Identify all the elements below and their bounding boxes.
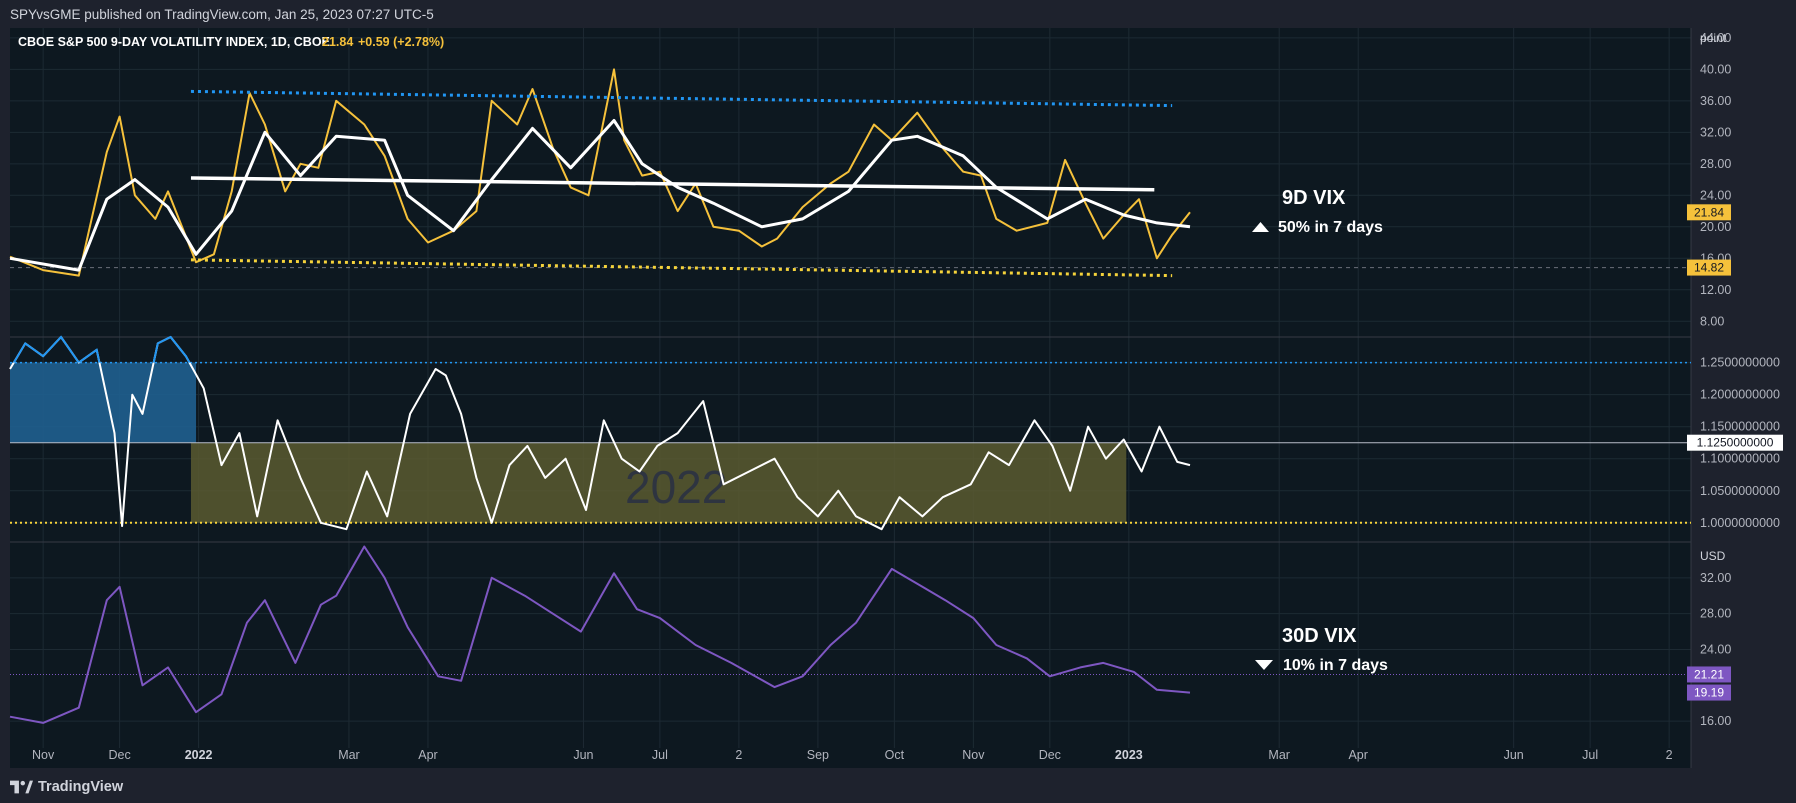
time-label: Dec: [108, 748, 130, 762]
legend-change: +0.59 (+2.78%): [358, 35, 444, 49]
mid-tick-label: 1.0000000000: [1700, 516, 1780, 530]
bottom-tick-label: 16.00: [1700, 714, 1731, 728]
down-triangle-icon: [1255, 660, 1273, 670]
publisher-text: SPYvsGME published on TradingView.com, J…: [10, 7, 434, 22]
shaded-boxes: [10, 362, 1127, 523]
support-dotted-line: [190, 258, 1173, 278]
trend-line: [190, 176, 1155, 192]
top-tick-label: 12.00: [1700, 283, 1731, 297]
time-label: Jun: [1504, 748, 1524, 762]
time-label: Dec: [1039, 748, 1061, 762]
annotation-30d-title: 30D VIX: [1282, 625, 1357, 647]
top-badge-0: 21.84: [1694, 205, 1724, 219]
ratio-line-high: [12, 335, 191, 363]
legend-last-value: 21.84: [322, 35, 353, 49]
mid-tick-label: 1.2000000000: [1700, 388, 1780, 402]
yellow-zone-box: [190, 442, 1127, 523]
tradingview-brand: TradingView: [38, 779, 124, 795]
mid-tick-label: 1.1000000000: [1700, 452, 1780, 466]
up-triangle-icon: [1252, 222, 1269, 232]
time-label: Nov: [962, 748, 985, 762]
bottom-badge-1: 19.19: [1694, 686, 1724, 700]
mid-tick-label: 1.1500000000: [1700, 420, 1780, 434]
publisher-bar: SPYvsGME published on TradingView.com, J…: [0, 0, 1796, 28]
time-label: Mar: [1268, 748, 1290, 762]
footer: TradingView: [0, 768, 1796, 803]
annotation-9d: 9D VIX 50% in 7 days: [1252, 187, 1383, 236]
time-label: Sep: [807, 748, 829, 762]
top-tick-label: 28.00: [1700, 157, 1731, 171]
time-label: 2023: [1115, 748, 1143, 762]
annotation-30d: 30D VIX 10% in 7 days: [1255, 625, 1388, 674]
annotation-30d-sub: 10% in 7 days: [1283, 657, 1388, 674]
resistance-dotted-line: [190, 89, 1173, 108]
time-label: Nov: [32, 748, 55, 762]
time-label: Jul: [1582, 748, 1598, 762]
chart-area[interactable]: 2022 CBOE S&P 500 9-DAY VOLATILITY INDEX…: [0, 0, 1796, 768]
legend: CBOE S&P 500 9-DAY VOLATILITY INDEX, 1D,…: [18, 35, 444, 49]
time-label: Jun: [573, 748, 593, 762]
series-layer: [9, 68, 1191, 724]
top-badge-0-bg: [1687, 204, 1731, 221]
top-tick-label: 8.00: [1700, 314, 1724, 328]
bottom-tick-label: 24.00: [1700, 642, 1731, 656]
time-label: 2: [1666, 748, 1673, 762]
mid-badge: 1.1250000000: [1697, 436, 1774, 450]
mid-badge-bg: [1687, 434, 1783, 451]
top-tick-label: 36.00: [1700, 94, 1731, 108]
moving-average-line: [9, 119, 1191, 272]
drawings-layer: [190, 89, 1173, 278]
time-label: Apr: [418, 748, 437, 762]
price-axis[interactable]: 44.00 40.00 36.00 32.00 28.00 24.00 20.00 16.00…: [1687, 31, 1783, 728]
bottom-badge-0: 21.21: [1694, 667, 1724, 681]
top-unit-label: point: [1700, 31, 1727, 45]
watermark-2022: 2022: [625, 461, 727, 513]
legend-title: CBOE S&P 500 9-DAY VOLATILITY INDEX, 1D,…: [18, 35, 330, 49]
top-tick-label: 40.00: [1700, 62, 1731, 76]
annotation-9d-sub: 50% in 7 days: [1278, 219, 1383, 236]
pane-borders: [10, 28, 1692, 768]
top-tick-label: 24.00: [1700, 188, 1731, 202]
time-label: Jul: [652, 748, 668, 762]
mid-tick-label: 1.0500000000: [1700, 484, 1780, 498]
tradingview-logo-icon: [10, 780, 33, 794]
chart-background: [10, 28, 1691, 768]
annotation-9d-title: 9D VIX: [1282, 187, 1346, 209]
top-tick-label: 20.00: [1700, 220, 1731, 234]
bottom-tick-label: 28.00: [1700, 607, 1731, 621]
vix30-line: [9, 545, 1191, 724]
reference-lines: [10, 267, 1691, 675]
time-label: Oct: [885, 748, 905, 762]
bottom-tick-label: 32.00: [1700, 571, 1731, 585]
time-label: 2022: [185, 748, 213, 762]
time-label: Apr: [1348, 748, 1367, 762]
bottom-badge-1-bg: [1687, 684, 1731, 701]
top-tick-label: 44.00: [1700, 31, 1731, 45]
tradingview-logo[interactable]: TradingView: [10, 778, 123, 796]
top-badge-1: 14.82: [1694, 261, 1724, 275]
time-label: 2: [735, 748, 742, 762]
time-label: Mar: [338, 748, 360, 762]
vix9d-line: [9, 68, 1191, 277]
top-badge-1-bg: [1687, 259, 1731, 276]
top-tick-label: 32.00: [1700, 125, 1731, 139]
bottom-badge-0-bg: [1687, 666, 1731, 683]
mid-tick-label: 1.2500000000: [1700, 356, 1780, 370]
time-axis[interactable]: Nov Dec 2022 Mar Apr Jun Jul 2 Sep Oct Nov Dec 2023 M…: [32, 748, 1673, 762]
bottom-unit-label: USD: [1700, 549, 1726, 563]
